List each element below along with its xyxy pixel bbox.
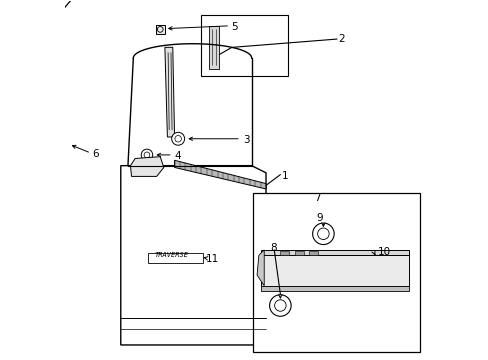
Text: 10: 10 [377,247,390,257]
Polygon shape [260,286,408,291]
Text: 2: 2 [338,34,345,44]
Text: 1: 1 [282,171,288,181]
Bar [294,251,303,255]
Text: 3: 3 [242,135,249,145]
Polygon shape [130,157,163,176]
Circle shape [171,132,184,145]
Text: 9: 9 [316,213,322,222]
Polygon shape [174,160,265,189]
Text: 8: 8 [270,243,276,253]
Bar [280,251,289,255]
Circle shape [269,295,290,316]
Text: 7: 7 [313,193,320,203]
Text: 5: 5 [231,22,237,32]
Polygon shape [257,250,264,286]
Bar [201,15,287,76]
Text: 4: 4 [175,151,181,161]
Bar [156,25,164,34]
Polygon shape [260,250,408,255]
Text: 11: 11 [206,254,219,264]
Polygon shape [260,255,408,286]
Bar [308,251,317,255]
Text: TRAVERSE: TRAVERSE [155,252,188,258]
Text: 6: 6 [92,149,99,159]
Polygon shape [164,47,174,137]
Polygon shape [208,26,219,69]
Circle shape [312,223,333,244]
Circle shape [141,149,152,161]
Bar [253,193,419,352]
